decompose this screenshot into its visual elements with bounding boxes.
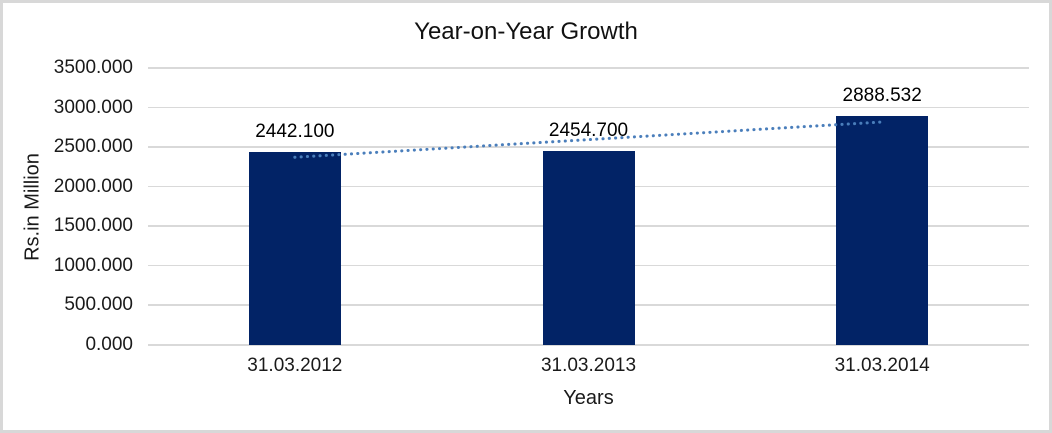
x-tick-label: 31.03.2012 xyxy=(247,355,343,376)
bar xyxy=(542,150,635,345)
bar-data-label: 2888.532 xyxy=(842,85,922,107)
gridline xyxy=(148,106,1029,109)
y-tick-label: 1500.000 xyxy=(53,215,133,237)
bar xyxy=(836,116,929,345)
gridline xyxy=(148,67,1029,69)
y-axis-title: Rs.in Million xyxy=(21,153,44,261)
bar-data-label: 2454.700 xyxy=(548,119,629,141)
y-tick-label: 2500.000 xyxy=(53,136,133,158)
x-tick-label: 31.03.2014 xyxy=(834,355,930,376)
plot-area xyxy=(148,67,1029,346)
y-tick-label: 3000.000 xyxy=(53,96,133,118)
y-tick-label: 500.000 xyxy=(64,294,133,316)
bar-data-label: 2442.100 xyxy=(255,120,335,142)
x-tick-label: 31.03.2013 xyxy=(540,355,637,376)
y-tick-label: 0.000 xyxy=(85,334,133,355)
y-tick-label: 1000.000 xyxy=(53,254,133,276)
y-tick-label: 2000.000 xyxy=(53,175,133,197)
chart-title: Year-on-Year Growth xyxy=(414,18,638,45)
bar xyxy=(248,151,341,345)
x-axis-title: Years xyxy=(563,387,614,409)
y-tick-label: 3500.000 xyxy=(53,57,133,78)
